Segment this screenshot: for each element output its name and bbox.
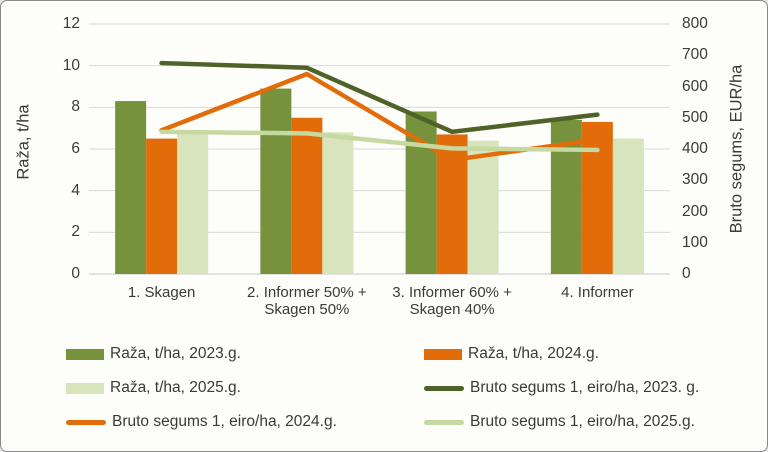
bar-series-3-cat-2 — [322, 132, 354, 274]
left-axis-tick-2: 2 — [71, 223, 80, 241]
left-axis-tick-6: 6 — [71, 140, 80, 157]
legend-item-bruto-2024: Bruto segums 1, eiro/ha, 2024.g. — [66, 413, 424, 430]
bar-swatch-icon — [66, 348, 104, 360]
bar-series-2-cat-2 — [291, 117, 323, 274]
bar-swatch-icon — [424, 348, 462, 360]
left-axis-title: Raža, t/ha — [14, 104, 33, 180]
line-swatch-icon — [424, 419, 464, 425]
bar-series-1-cat-3 — [405, 111, 437, 274]
category-label-1: 1. Skagen — [127, 284, 196, 301]
line-swatch-icon — [66, 419, 106, 425]
right-axis-tick-0: 0 — [682, 265, 691, 282]
bar-series-1-cat-2 — [260, 88, 292, 274]
bar-series-3-cat-3 — [467, 140, 499, 274]
bar-series-2-cat-1 — [146, 138, 178, 274]
bar-swatch-icon — [66, 382, 104, 394]
category-label-2: 2. Informer 50% + Skagen 50% — [247, 284, 367, 318]
right-axis-tick-500: 500 — [682, 108, 708, 126]
left-axis-tick-4: 4 — [71, 181, 80, 199]
category-axis: 1. Skagen 2. Informer 50% + Skagen 50% 3… — [89, 284, 670, 318]
bar-series-1-cat-1 — [115, 101, 147, 274]
line-swatch-icon — [424, 385, 464, 391]
line-series-1 — [159, 60, 600, 135]
right-axis-tick-100: 100 — [682, 233, 708, 251]
bar-series-2-cat-4 — [581, 121, 613, 275]
category-label-3: 3. Informer 60% + Skagen 40% — [392, 284, 512, 318]
legend: Raža, t/ha, 2023.g. Raža, t/ha, 2024.g. … — [66, 345, 699, 430]
right-axis-tick-700: 700 — [682, 46, 708, 64]
right-axis-tick-200: 200 — [682, 202, 708, 220]
legend-item-raza-2023: Raža, t/ha, 2023.g. — [66, 345, 424, 362]
category-label-4: 4. Informer — [561, 284, 634, 301]
right-axis-title: Bruto segums, EUR/ha — [727, 64, 746, 234]
legend-item-raza-2025: Raža, t/ha, 2025.g. — [66, 379, 424, 396]
left-axis-tick-12: 12 — [62, 15, 80, 32]
right-axis-tick-300: 300 — [682, 171, 708, 189]
line-series-3 — [159, 129, 600, 153]
right-axis-tick-400: 400 — [682, 140, 708, 157]
legend-item-raza-2024: Raža, t/ha, 2024.g. — [424, 345, 699, 362]
legend-item-bruto-2023: Bruto segums 1, eiro/ha, 2023. g. — [424, 379, 699, 396]
bar-series-3-cat-4 — [612, 138, 644, 274]
left-axis-tick-10: 10 — [62, 56, 80, 74]
right-axis-tick-600: 600 — [682, 77, 708, 95]
left-axis-tick-0: 0 — [71, 265, 80, 282]
left-axis-tick-8: 8 — [71, 98, 80, 116]
right-axis-tick-800: 800 — [682, 15, 708, 32]
legend-item-bruto-2025: Bruto segums 1, eiro/ha, 2025.g. — [424, 413, 699, 430]
bar-series-3-cat-1 — [177, 132, 209, 274]
